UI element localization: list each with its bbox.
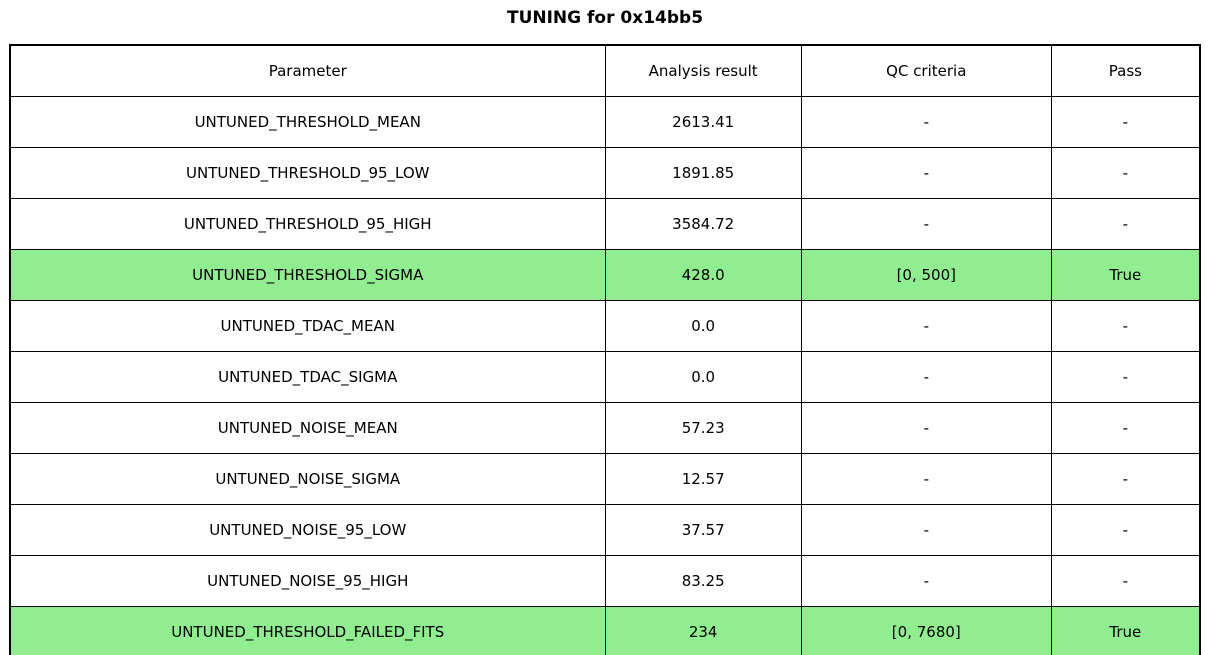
table-row: UNTUNED_NOISE_95_LOW 37.57- - xyxy=(9,504,1201,556)
table-row: UNTUNED_NOISE_95_HIGH 83.25- - xyxy=(9,555,1201,607)
analysis-result-cell: 1891.85 xyxy=(604,147,802,199)
qc-results-table: Parameter Analysis result QC criteria Pa… xyxy=(9,44,1201,655)
parameter-cell: UNTUNED_NOISE_95_HIGH xyxy=(9,555,606,607)
qc-criteria-cell: [0, 7680] xyxy=(800,606,1052,655)
pass-cell: - xyxy=(1050,198,1201,250)
table-row: UNTUNED_THRESHOLD_95_LOW 1891.85- - xyxy=(9,147,1201,199)
table-body: UNTUNED_THRESHOLD_MEAN 2613.41- - UNTUNED_T… xyxy=(9,96,1201,655)
parameter-cell: UNTUNED_THRESHOLD_95_LOW xyxy=(9,147,606,199)
parameter-cell: UNTUNED_THRESHOLD_95_HIGH xyxy=(9,198,606,250)
pass-cell: - xyxy=(1050,300,1201,352)
qc-criteria-cell: [0, 500] xyxy=(800,249,1052,301)
qc-table-container: Parameter Analysis result QC criteria Pa… xyxy=(9,44,1201,655)
pass-cell: - xyxy=(1050,453,1201,505)
column-header-analysis-result: Analysis result xyxy=(604,44,802,97)
pass-cell: True xyxy=(1050,606,1201,655)
table-row: UNTUNED_THRESHOLD_SIGMA 428.0 [0, 500] True xyxy=(9,249,1201,301)
analysis-result-cell: 0.0 xyxy=(604,351,802,403)
qc-criteria-cell: - xyxy=(800,96,1052,148)
parameter-cell: UNTUNED_TDAC_MEAN xyxy=(9,300,606,352)
pass-cell: - xyxy=(1050,504,1201,556)
qc-criteria-cell: - xyxy=(800,351,1052,403)
table-row: UNTUNED_TDAC_MEAN 0.0- - xyxy=(9,300,1201,352)
parameter-cell: UNTUNED_THRESHOLD_MEAN xyxy=(9,96,606,148)
parameter-cell: UNTUNED_THRESHOLD_FAILED_FITS xyxy=(9,606,606,655)
qc-criteria-cell: - xyxy=(800,198,1052,250)
parameter-cell: UNTUNED_THRESHOLD_SIGMA xyxy=(9,249,606,301)
analysis-result-cell: 3584.72 xyxy=(604,198,802,250)
table-row: UNTUNED_TDAC_SIGMA 0.0- - xyxy=(9,351,1201,403)
pass-cell: - xyxy=(1050,96,1201,148)
pass-cell: - xyxy=(1050,402,1201,454)
qc-criteria-cell: - xyxy=(800,147,1052,199)
page-title: TUNING for 0x14bb5 xyxy=(506,8,704,28)
pass-cell: - xyxy=(1050,351,1201,403)
parameter-cell: UNTUNED_NOISE_95_LOW xyxy=(9,504,606,556)
parameter-cell: UNTUNED_NOISE_MEAN xyxy=(9,402,606,454)
table-row: UNTUNED_THRESHOLD_FAILED_FITS 234 [0, 7680… xyxy=(9,606,1201,655)
table-row: UNTUNED_NOISE_MEAN 57.23- - xyxy=(9,402,1201,454)
parameter-cell: UNTUNED_TDAC_SIGMA xyxy=(9,351,606,403)
qc-criteria-cell: - xyxy=(800,555,1052,607)
analysis-result-cell: 2613.41 xyxy=(604,96,802,148)
table-row: UNTUNED_NOISE_SIGMA 12.57- - xyxy=(9,453,1201,505)
table-row: UNTUNED_THRESHOLD_MEAN 2613.41- - xyxy=(9,96,1201,148)
pass-cell: True xyxy=(1050,249,1201,301)
column-header-parameter: Parameter xyxy=(9,44,606,97)
analysis-result-cell: 0.0 xyxy=(604,300,802,352)
analysis-result-cell: 234 xyxy=(604,606,802,655)
analysis-result-cell: 12.57 xyxy=(604,453,802,505)
parameter-cell: UNTUNED_NOISE_SIGMA xyxy=(9,453,606,505)
analysis-result-cell: 83.25 xyxy=(604,555,802,607)
qc-criteria-cell: - xyxy=(800,504,1052,556)
pass-cell: - xyxy=(1050,147,1201,199)
qc-criteria-cell: - xyxy=(800,402,1052,454)
analysis-result-cell: 57.23 xyxy=(604,402,802,454)
table-header-row: Parameter Analysis result QC criteria Pa… xyxy=(9,44,1201,97)
column-header-qc-criteria: QC criteria xyxy=(800,44,1052,97)
column-header-pass: Pass xyxy=(1050,44,1201,97)
analysis-result-cell: 37.57 xyxy=(604,504,802,556)
analysis-result-cell: 428.0 xyxy=(604,249,802,301)
qc-criteria-cell: - xyxy=(800,300,1052,352)
qc-criteria-cell: - xyxy=(800,453,1052,505)
pass-cell: - xyxy=(1050,555,1201,607)
table-row: UNTUNED_THRESHOLD_95_HIGH 3584.72- - xyxy=(9,198,1201,250)
